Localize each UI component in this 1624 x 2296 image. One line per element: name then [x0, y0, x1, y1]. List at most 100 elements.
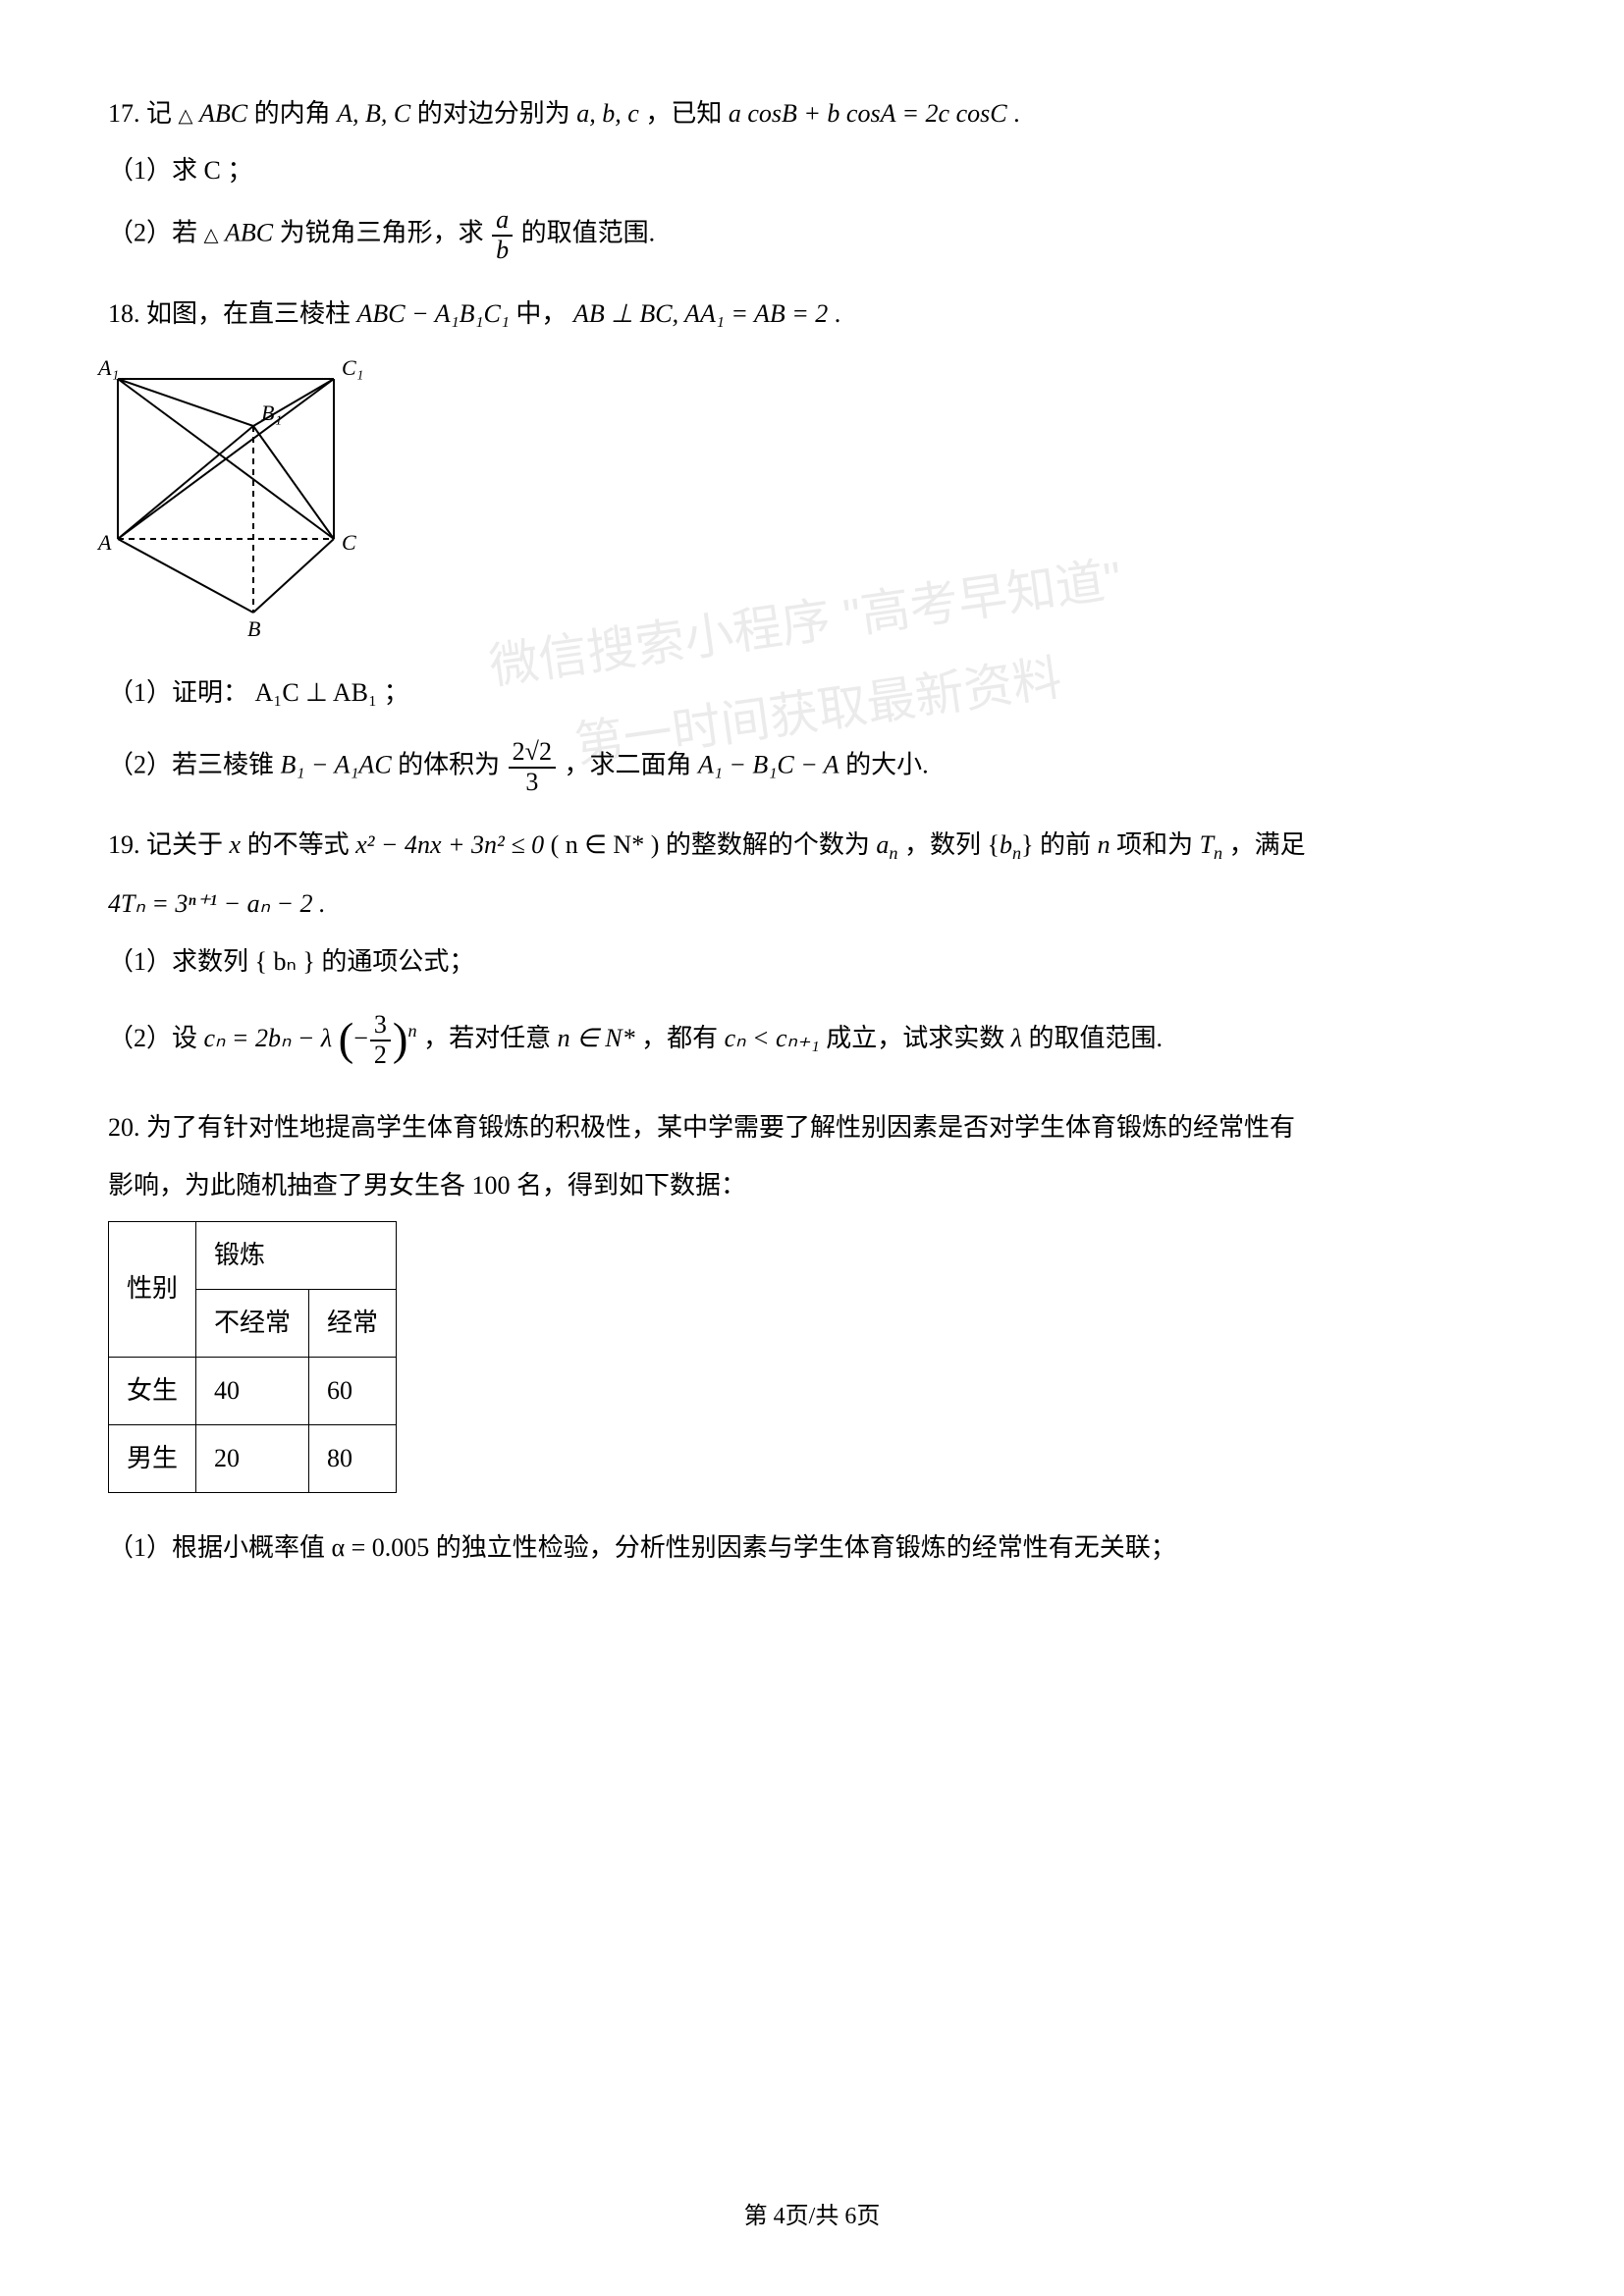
q19-p2-cn: cₙ = 2bₙ − λ	[204, 1024, 333, 1052]
q17-mid3: ，已知	[645, 99, 729, 128]
q18-end: .	[835, 299, 841, 328]
th-gender: 性别	[109, 1221, 196, 1357]
q19-inner-num: 3	[370, 1011, 391, 1041]
q17-prefix: 17. 记	[108, 99, 172, 128]
q17-mid1: 的内角	[254, 99, 338, 128]
q18-prism: ABC − A₁B₁C₁	[357, 299, 510, 328]
q19-mid2: 的整数解的个数为	[666, 830, 877, 859]
q19-nin: n ∈ N*	[558, 1024, 635, 1052]
th-exercise: 锻炼	[196, 1221, 397, 1289]
q17-part2: （2）若 △ ABC 为锐角三角形，求 a b 的取值范围.	[108, 206, 1516, 264]
q17-p2-abc: ABC	[225, 219, 273, 247]
q17-angles: A, B, C	[337, 99, 410, 128]
val-m-yes: 80	[309, 1425, 397, 1493]
q19-p2-mid1: ，若对任意	[423, 1024, 558, 1052]
q18-p2-frac-den: 3	[509, 769, 556, 797]
q19-bn-sub: n	[1012, 844, 1021, 864]
q17-part1: （1）求 C ；	[108, 149, 1516, 192]
q19-minus: −	[353, 1024, 368, 1052]
q18-cond: AB ⊥ BC, AA₁ = AB = 2	[573, 299, 828, 328]
q19-ineq-cond: ( n ∈ N* )	[551, 830, 660, 859]
q19-p2-prefix: （2）设	[108, 1024, 204, 1052]
row-female: 女生	[109, 1358, 196, 1425]
q19-inner-frac: 32	[370, 1011, 391, 1069]
q18-part2: （2）若三棱锥 B₁ − A₁AC 的体积为 2√2 3 ，求二面角 A₁ − …	[108, 738, 1516, 796]
q18-p2-frac-num: 2√2	[509, 738, 556, 769]
q19-p2-end: 的取值范围.	[1029, 1024, 1164, 1052]
q18-p2-angle: A₁ − B₁C − A	[698, 751, 839, 779]
q17-frac-num: a	[492, 206, 513, 237]
q19-bn: b	[1000, 830, 1012, 859]
q18-mid1: 中，	[515, 299, 573, 328]
q19-Tn: T	[1200, 830, 1214, 859]
q19-part2: （2）设 cₙ = 2bₙ − λ (−32)n ，若对任意 n ∈ N* ，都…	[108, 1001, 1516, 1080]
label-a: A	[96, 530, 112, 555]
val-m-not: 20	[196, 1425, 309, 1493]
q19-mid6: ，满足	[1229, 830, 1306, 859]
table-row: 性别 锻炼	[109, 1221, 397, 1289]
q18-p2-mid2: ，求二面角	[564, 751, 698, 779]
q19-stem: 19. 记关于 x 的不等式 x² − 4nx + 3n² ≤ 0 ( n ∈ …	[108, 824, 1516, 869]
label-a1: A₁	[96, 355, 119, 380]
q19-p2-mid3: 成立，试求实数	[826, 1024, 1011, 1052]
q19-ineq: cₙ < cₙ₊₁	[725, 1024, 820, 1052]
q17-stem: 17. 记 △ ABC 的内角 A, B, C 的对边分别为 a, b, c ，…	[108, 92, 1516, 135]
q19-n: n	[1098, 830, 1110, 859]
label-c1: C₁	[342, 355, 363, 380]
label-b1: B₁	[261, 400, 282, 425]
q17-frac-den: b	[492, 237, 513, 265]
q18-p2-body1: B₁ − A₁AC	[281, 751, 392, 779]
q20-part1: （1）根据小概率值 α = 0.005 的独立性检验，分析性别因素与学生体育锻炼…	[108, 1526, 1516, 1570]
q19-Tn-sub: n	[1214, 844, 1222, 864]
q18-p2-mid1: 的体积为	[398, 751, 507, 779]
q17-p2-mid: 为锐角三角形，求	[280, 219, 491, 247]
q19-lambda: λ	[1011, 1024, 1022, 1052]
q19-an-sub: n	[889, 844, 897, 864]
q19-lparen: (	[339, 1014, 354, 1065]
q17-p1-text: （1）求 C ；	[108, 156, 252, 185]
q19-prefix: 19. 记关于	[108, 830, 230, 859]
q20-stem-line2: 影响，为此随机抽查了男女生各 100 名，得到如下数据：	[108, 1164, 1516, 1207]
q19-brace-r: }	[1021, 830, 1033, 859]
q19-rparen: )	[393, 1014, 408, 1065]
q19-an: a	[876, 830, 889, 859]
q20-stem-line1: 20. 为了有针对性地提高学生体育锻炼的积极性，某中学需要了解性别因素是否对学生…	[108, 1106, 1516, 1149]
page: 微信搜索小程序 "高考早知道" 第一时间获取最新资料 17. 记 △ ABC 的…	[0, 0, 1624, 2296]
q17-end: .	[1013, 99, 1020, 128]
q17-eq: a cosB + b cosA = 2c cosC	[729, 99, 1007, 128]
q19-eq-text: 4Tₙ = 3ⁿ⁺¹ − aₙ − 2 .	[108, 889, 326, 918]
q19-ineq-lhs: x² − 4nx + 3n² ≤ 0	[355, 830, 544, 859]
table-row: 男生 20 80	[109, 1425, 397, 1493]
page-footer: 第 4页/共 6页	[0, 2197, 1624, 2237]
q17-sides: a, b, c	[576, 99, 639, 128]
q19-p2-mid2: ，都有	[641, 1024, 725, 1052]
q19-mid5: 项和为	[1116, 830, 1200, 859]
q19-brace-l: {	[987, 830, 999, 859]
q17-triangle: △	[179, 106, 193, 127]
q20-p1-text: （1）根据小概率值 α = 0.005 的独立性检验，分析性别因素与学生体育锻炼…	[108, 1533, 1176, 1562]
q19-inner-den: 2	[370, 1041, 391, 1070]
row-male: 男生	[109, 1425, 196, 1493]
q17-p2-tri: △	[204, 226, 219, 246]
prism-diagram: A₁ C₁ B₁ A C B	[88, 349, 383, 644]
q19-p1-text: （1）求数列 { bₙ } 的通项公式；	[108, 947, 474, 976]
q17-mid2: 的对边分别为	[417, 99, 577, 128]
q18-stem: 18. 如图，在直三棱柱 ABC − A₁B₁C₁ 中， AB ⊥ BC, AA…	[108, 293, 1516, 336]
q19-x: x	[230, 830, 242, 859]
label-c: C	[342, 530, 356, 555]
q19-mid3: ，数列	[904, 830, 988, 859]
val-f-not: 40	[196, 1358, 309, 1425]
q19-eq-line: 4Tₙ = 3ⁿ⁺¹ − aₙ − 2 .	[108, 882, 1516, 926]
q17-p2-end: 的取值范围.	[521, 219, 656, 247]
q18-p2-frac: 2√2 3	[509, 738, 556, 796]
q18-p1-text: （1）证明： A₁C ⊥ AB₁ ；	[108, 678, 409, 707]
label-b: B	[247, 616, 260, 641]
q19-mid1: 的不等式	[247, 830, 356, 859]
val-f-yes: 60	[309, 1358, 397, 1425]
q17-abc: ABC	[199, 99, 247, 128]
q19-exp: n	[407, 1021, 416, 1041]
q18-figure: A₁ C₁ B₁ A C B	[88, 349, 1516, 658]
q18-prefix: 18. 如图，在直三棱柱	[108, 299, 357, 328]
q20-table: 性别 锻炼 不经常 经常 女生 40 60 男生 20 80	[108, 1221, 397, 1494]
th-often: 经常	[309, 1289, 397, 1357]
